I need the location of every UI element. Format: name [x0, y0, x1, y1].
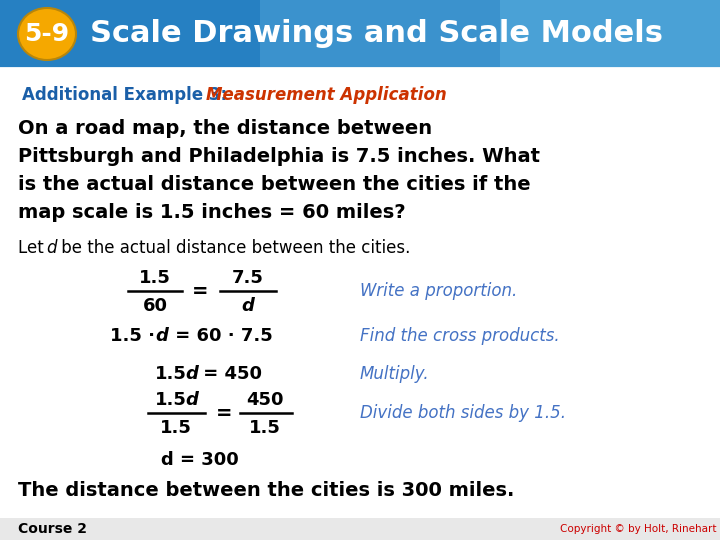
- Text: be the actual distance between the cities.: be the actual distance between the citie…: [56, 239, 410, 257]
- Text: Divide both sides by 1.5.: Divide both sides by 1.5.: [360, 404, 566, 422]
- Text: is the actual distance between the cities if the: is the actual distance between the citie…: [18, 174, 531, 193]
- Text: The distance between the cities is 300 miles.: The distance between the cities is 300 m…: [18, 481, 514, 500]
- Ellipse shape: [18, 8, 76, 60]
- Text: d = 300: d = 300: [161, 451, 239, 469]
- Text: = 60 · 7.5: = 60 · 7.5: [169, 327, 273, 345]
- Text: Additional Example 3:: Additional Example 3:: [22, 86, 227, 104]
- Text: Copyright © by Holt, Rinehart and Winston. All Rights Reserved.: Copyright © by Holt, Rinehart and Winsto…: [560, 524, 720, 534]
- Text: 1.5: 1.5: [249, 419, 281, 437]
- Text: d: d: [46, 239, 56, 257]
- Text: =: =: [216, 403, 233, 422]
- Text: =: =: [192, 281, 208, 300]
- Text: 1.5: 1.5: [155, 365, 187, 383]
- Text: 7.5: 7.5: [232, 269, 264, 287]
- Text: 1.5: 1.5: [155, 391, 187, 409]
- Text: = 450: = 450: [197, 365, 262, 383]
- Text: 5-9: 5-9: [24, 22, 70, 46]
- Text: 1.5: 1.5: [139, 269, 171, 287]
- Text: Find the cross products.: Find the cross products.: [360, 327, 559, 345]
- Text: Write a proportion.: Write a proportion.: [360, 282, 517, 300]
- Bar: [500, 0, 720, 68]
- Text: d: d: [185, 365, 198, 383]
- Text: Pittsburgh and Philadelphia is 7.5 inches. What: Pittsburgh and Philadelphia is 7.5 inche…: [18, 146, 540, 165]
- Text: 1.5: 1.5: [160, 419, 192, 437]
- Bar: [260, 0, 720, 68]
- Text: 1.5 ·: 1.5 ·: [110, 327, 161, 345]
- Text: d: d: [185, 391, 198, 409]
- Text: Let: Let: [18, 239, 49, 257]
- Text: Scale Drawings and Scale Models: Scale Drawings and Scale Models: [90, 19, 663, 49]
- Bar: [0, 0, 720, 68]
- Text: d: d: [155, 327, 168, 345]
- Text: On a road map, the distance between: On a road map, the distance between: [18, 118, 432, 138]
- Bar: [0, 518, 720, 540]
- Text: map scale is 1.5 inches = 60 miles?: map scale is 1.5 inches = 60 miles?: [18, 202, 405, 221]
- Text: 450: 450: [246, 391, 284, 409]
- Text: 60: 60: [143, 297, 168, 315]
- Text: Course 2: Course 2: [18, 522, 87, 536]
- Text: Multiply.: Multiply.: [360, 365, 430, 383]
- Text: Measurement Application: Measurement Application: [206, 86, 446, 104]
- Text: d: d: [242, 297, 254, 315]
